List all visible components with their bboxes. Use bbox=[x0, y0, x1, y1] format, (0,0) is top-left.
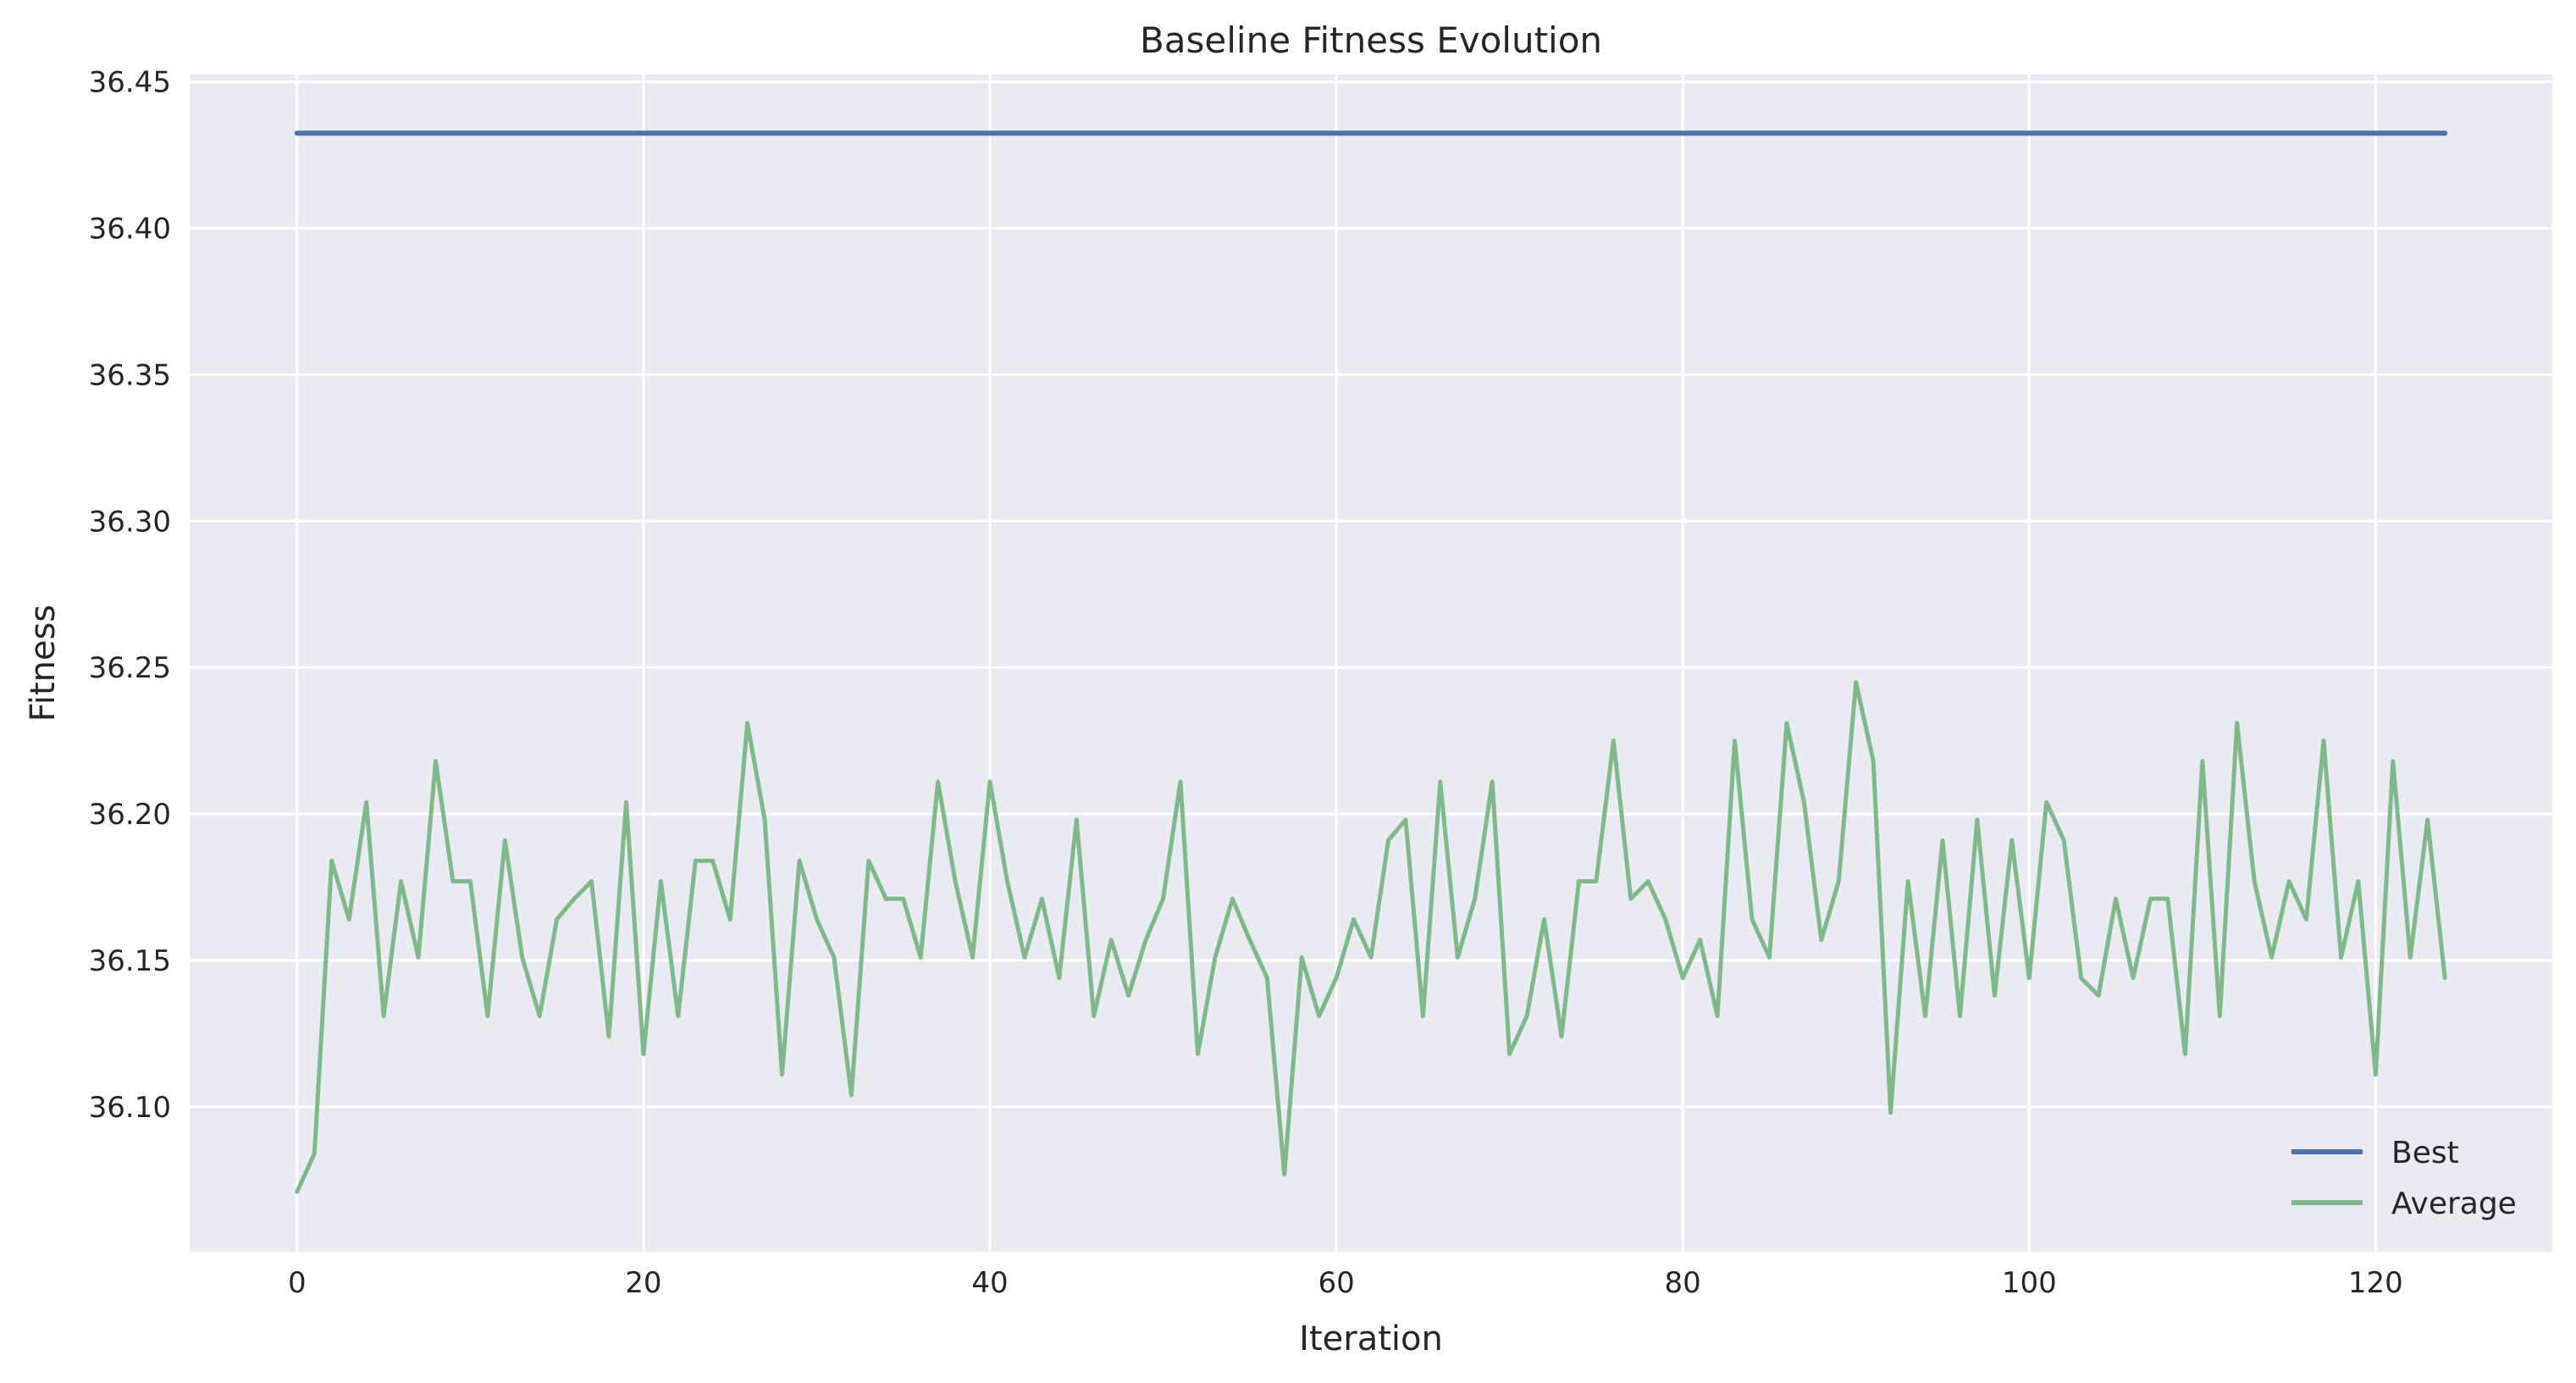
x-tick-label: 20 bbox=[625, 1266, 661, 1300]
x-tick-label: 60 bbox=[1318, 1266, 1354, 1300]
x-tick-label: 40 bbox=[971, 1266, 1008, 1300]
series-layer bbox=[294, 130, 2448, 1194]
y-tick-label: 36.30 bbox=[89, 505, 171, 539]
grid-lines bbox=[190, 75, 2552, 1252]
x-axis-label: Iteration bbox=[1299, 1319, 1443, 1358]
y-tick-label: 36.45 bbox=[89, 66, 171, 100]
y-axis-label: Fitness bbox=[24, 605, 63, 722]
x-tick-label: 80 bbox=[1665, 1266, 1701, 1300]
y-tick-label: 36.10 bbox=[89, 1091, 171, 1125]
legend-label-best: Best bbox=[2391, 1136, 2459, 1170]
y-tick-label: 36.25 bbox=[89, 651, 171, 685]
average-series-line bbox=[295, 680, 2447, 1194]
x-tick-label: 120 bbox=[2348, 1266, 2403, 1300]
y-tick-label: 36.15 bbox=[89, 944, 171, 978]
plot-background bbox=[190, 75, 2552, 1252]
y-tick-label: 36.40 bbox=[89, 213, 171, 246]
y-tick-labels: 36.10 36.15 36.20 36.25 36.30 36.35 36.40 36.45 bbox=[89, 66, 171, 1125]
y-tick-label: 36.20 bbox=[89, 798, 171, 832]
chart-title: Baseline Fitness Evolution bbox=[1140, 19, 1602, 61]
legend-label-average: Average bbox=[2391, 1187, 2517, 1221]
x-tick-label: 100 bbox=[2002, 1266, 2057, 1300]
legend: Best Average bbox=[2291, 1136, 2517, 1221]
x-tick-labels: 0 20 40 60 80 100 120 bbox=[288, 1266, 2403, 1300]
y-tick-label: 36.35 bbox=[89, 358, 171, 392]
x-tick-label: 0 bbox=[288, 1266, 307, 1300]
